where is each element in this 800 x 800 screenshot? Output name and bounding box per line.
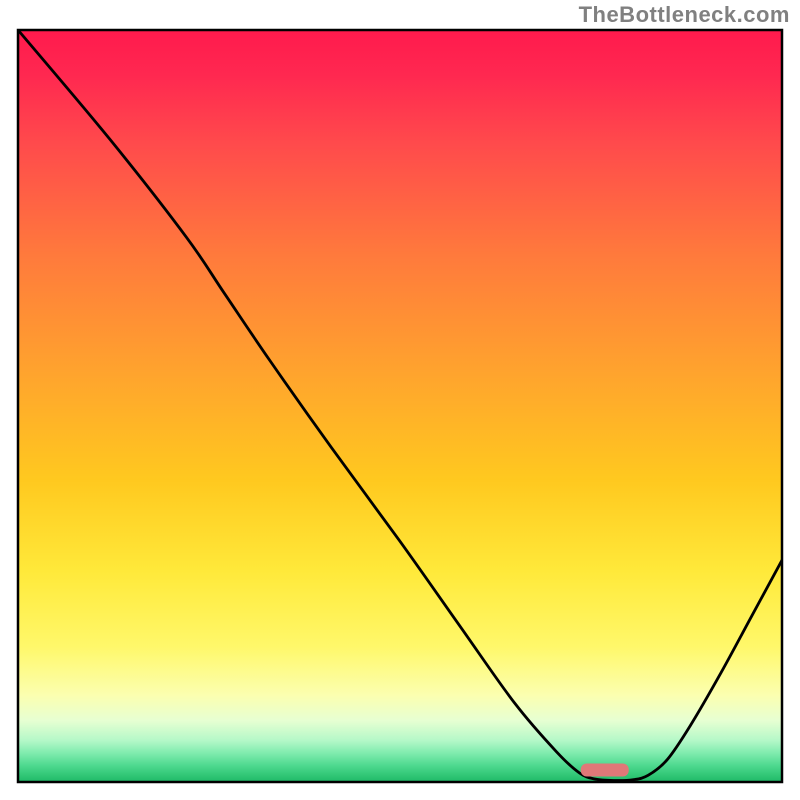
watermark-text: TheBottleneck.com: [579, 2, 790, 28]
optimal-marker: [581, 764, 629, 777]
plot-area: [18, 30, 782, 782]
gradient-background: [18, 30, 782, 782]
bottleneck-chart: [0, 0, 800, 800]
chart-container: TheBottleneck.com: [0, 0, 800, 800]
